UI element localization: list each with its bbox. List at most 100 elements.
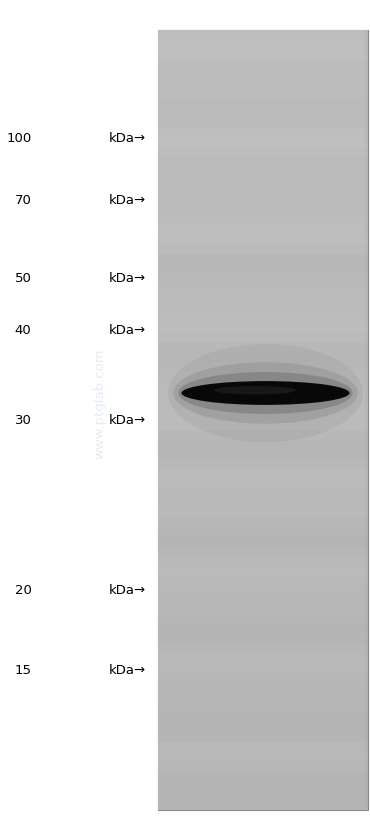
Bar (158, 215, 368, 225)
Text: 100: 100 (6, 132, 31, 144)
Text: kDa→: kDa→ (109, 193, 146, 207)
Bar (158, 352, 368, 361)
Bar (158, 410, 368, 420)
Bar (158, 674, 368, 683)
Bar (158, 176, 368, 186)
Bar (158, 517, 368, 528)
Bar (158, 449, 368, 459)
Text: 20: 20 (14, 584, 31, 596)
Bar (158, 312, 368, 323)
Bar (158, 498, 368, 507)
Bar (158, 293, 368, 303)
Text: kDa→: kDa→ (109, 132, 146, 144)
Bar (158, 147, 368, 157)
Bar (158, 186, 368, 196)
Bar (158, 108, 368, 118)
Bar (158, 401, 368, 410)
Bar (158, 751, 368, 761)
Text: 40: 40 (15, 323, 31, 337)
Bar (158, 30, 368, 40)
Bar (158, 40, 368, 50)
Text: kDa→: kDa→ (109, 664, 146, 676)
Bar (158, 683, 368, 693)
Bar (158, 138, 368, 147)
Bar (158, 361, 368, 371)
Bar (158, 391, 368, 401)
Bar (158, 459, 368, 469)
Text: kDa→: kDa→ (109, 323, 146, 337)
Bar (158, 128, 368, 138)
Text: 15: 15 (14, 664, 31, 676)
Text: 50: 50 (14, 271, 31, 285)
Bar (158, 479, 368, 488)
Bar (158, 507, 368, 517)
Bar (158, 761, 368, 771)
Bar (158, 556, 368, 566)
Bar (158, 284, 368, 293)
Ellipse shape (178, 372, 353, 414)
Bar (158, 264, 368, 274)
Bar (158, 235, 368, 244)
Bar (158, 225, 368, 235)
Bar (158, 654, 368, 664)
Bar (158, 157, 368, 166)
Bar (158, 60, 368, 69)
Bar (158, 79, 368, 89)
Bar (158, 50, 368, 60)
Bar (158, 89, 368, 98)
Bar (158, 625, 368, 634)
Text: 70: 70 (14, 193, 31, 207)
Bar (158, 469, 368, 479)
Bar (158, 528, 368, 537)
Bar (158, 664, 368, 674)
Ellipse shape (168, 344, 363, 442)
Text: www.ptglab.com: www.ptglab.com (93, 348, 107, 459)
Bar (158, 790, 368, 800)
Bar (158, 771, 368, 780)
Text: 30: 30 (14, 413, 31, 427)
Bar (158, 274, 368, 284)
Text: kDa→: kDa→ (109, 271, 146, 285)
Bar (158, 596, 368, 605)
Bar (158, 537, 368, 547)
Bar (158, 381, 368, 391)
Bar (158, 244, 368, 255)
Bar (158, 742, 368, 751)
Bar (158, 566, 368, 576)
Bar (365, 30, 368, 810)
Text: kDa→: kDa→ (109, 584, 146, 596)
Bar (158, 702, 368, 712)
Bar (158, 420, 368, 430)
Bar (158, 430, 368, 439)
Bar (158, 547, 368, 556)
Bar (158, 722, 368, 732)
Bar (158, 166, 368, 176)
Bar (158, 98, 368, 108)
Bar (158, 780, 368, 790)
Bar (158, 576, 368, 585)
Bar (158, 342, 368, 352)
Bar (158, 196, 368, 206)
Ellipse shape (181, 381, 350, 405)
Bar (158, 206, 368, 215)
Bar (158, 30, 368, 810)
Bar (158, 634, 368, 644)
Ellipse shape (214, 386, 296, 395)
Bar (158, 323, 368, 333)
Text: kDa→: kDa→ (109, 413, 146, 427)
Bar (158, 732, 368, 742)
Bar (158, 644, 368, 654)
Bar (158, 255, 368, 264)
Bar (158, 488, 368, 498)
Bar (158, 615, 368, 625)
Bar (158, 800, 368, 810)
Bar (158, 303, 368, 312)
Bar (158, 333, 368, 342)
Bar (158, 693, 368, 702)
Bar (158, 585, 368, 596)
Bar (158, 439, 368, 449)
Bar (158, 69, 368, 79)
Bar (158, 118, 368, 128)
Ellipse shape (173, 362, 358, 424)
Bar (158, 371, 368, 381)
